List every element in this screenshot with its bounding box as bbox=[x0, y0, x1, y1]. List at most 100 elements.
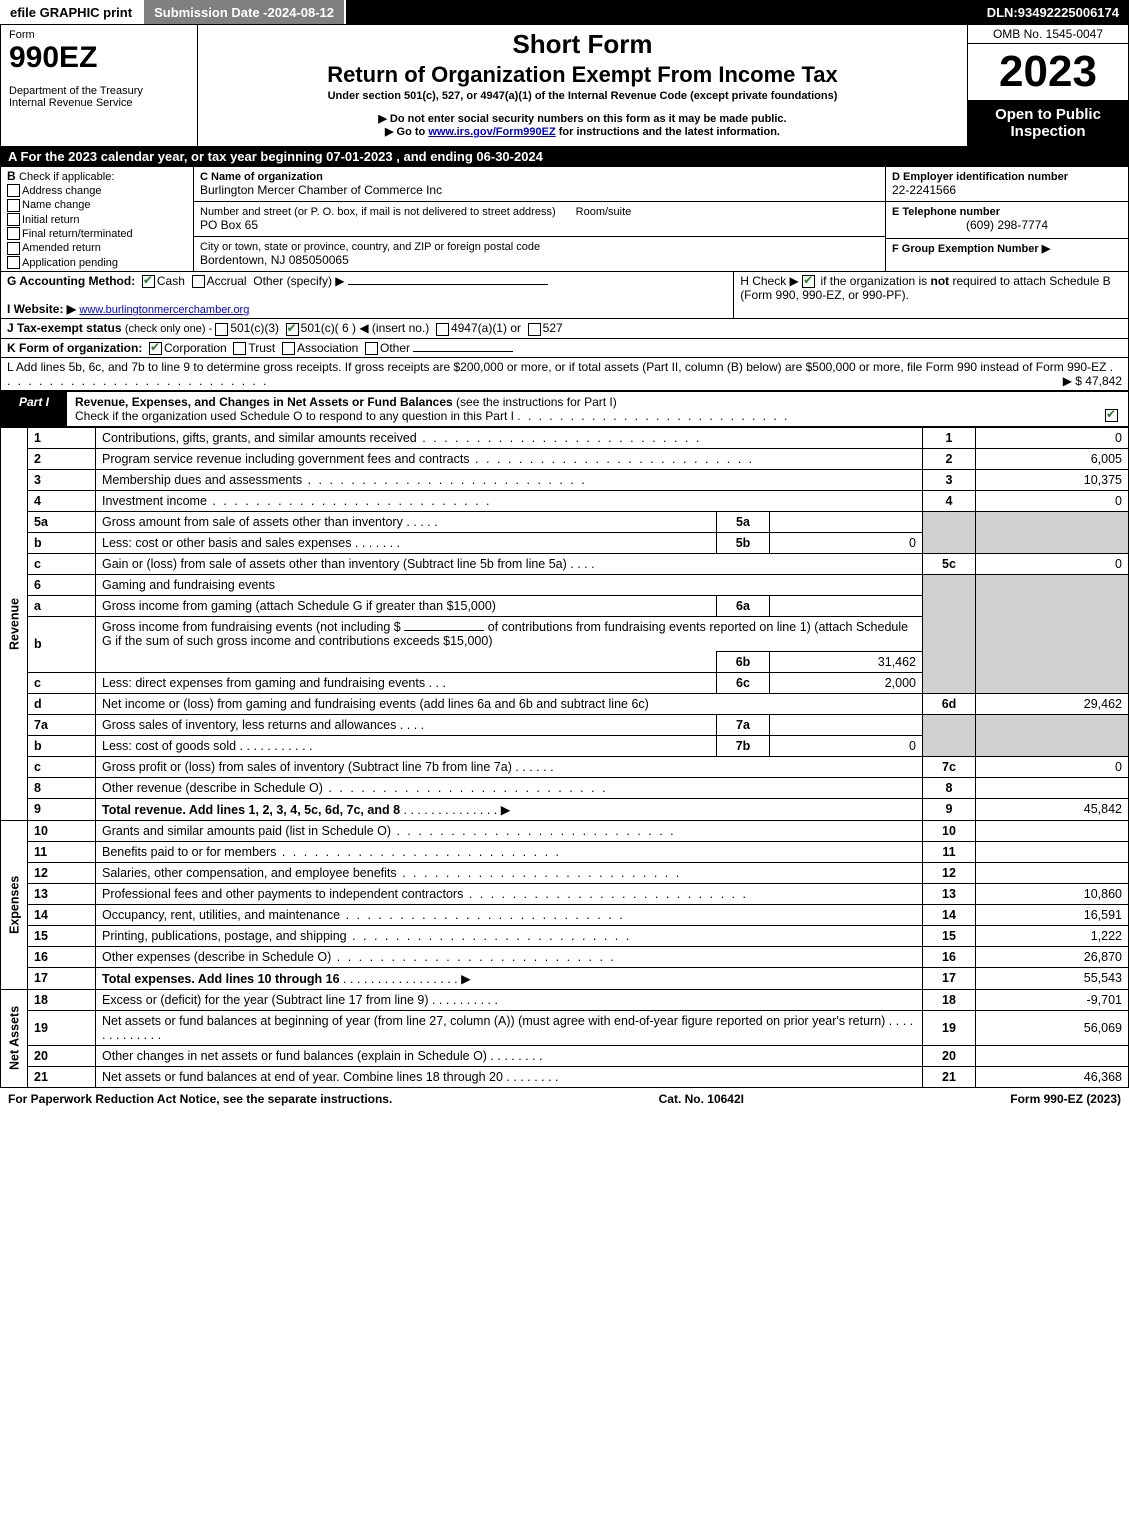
footer-form-num: 990-EZ bbox=[1044, 1092, 1083, 1106]
j-501c3-checkbox[interactable] bbox=[215, 323, 228, 336]
line3-val: 10,375 bbox=[976, 469, 1129, 490]
dln: DLN: 93492225006174 bbox=[977, 0, 1129, 24]
line7b-ln: 7b bbox=[717, 735, 770, 756]
line5a-ln: 5a bbox=[717, 511, 770, 532]
c-label: C Name of organization bbox=[200, 171, 323, 183]
line21-val: 46,368 bbox=[976, 1066, 1129, 1087]
line18-val: -9,701 bbox=[976, 989, 1129, 1010]
org-name: Burlington Mercer Chamber of Commerce In… bbox=[200, 183, 442, 197]
footer-left: For Paperwork Reduction Act Notice, see … bbox=[8, 1092, 392, 1106]
line6a-iv bbox=[770, 595, 923, 616]
h-mid1: if the organization is bbox=[820, 274, 930, 288]
k-trust-checkbox[interactable] bbox=[233, 342, 246, 355]
line5a-text: Gross amount from sale of assets other t… bbox=[102, 515, 403, 529]
other-label: Other (specify) ▶ bbox=[253, 274, 344, 288]
footer-catno: Cat. No. 10642I bbox=[659, 1092, 744, 1106]
line7a-iv bbox=[770, 714, 923, 735]
k-assoc-checkbox[interactable] bbox=[282, 342, 295, 355]
line6c-text: Less: direct expenses from gaming and fu… bbox=[102, 676, 425, 690]
line14-val: 16,591 bbox=[976, 904, 1129, 925]
line6d-val: 29,462 bbox=[976, 693, 1129, 714]
lines-table: Revenue 1Contributions, gifts, grants, a… bbox=[0, 427, 1129, 1088]
part1-label: Part I bbox=[1, 392, 67, 426]
line17-text: Total expenses. Add lines 10 through 16 bbox=[102, 972, 340, 986]
gh-table: G Accounting Method: Cash Accrual Other … bbox=[0, 272, 1129, 319]
j-o2: 501(c)( 6 ) ◀ (insert no.) bbox=[301, 321, 430, 335]
line13-text: Professional fees and other payments to … bbox=[102, 887, 463, 901]
j-o1: 501(c)(3) bbox=[230, 321, 279, 335]
line7c-val: 0 bbox=[976, 756, 1129, 777]
final-return-checkbox[interactable] bbox=[7, 227, 20, 240]
omb-number: OMB No. 1545-0047 bbox=[968, 25, 1128, 44]
goto-post: for instructions and the latest informat… bbox=[559, 126, 780, 138]
line5c-text: Gain or (loss) from sale of assets other… bbox=[102, 557, 567, 571]
amended-return-checkbox[interactable] bbox=[7, 242, 20, 255]
line9-num: 9 bbox=[923, 798, 976, 820]
room-label: Room/suite bbox=[576, 206, 632, 218]
line6b-iv: 31,462 bbox=[770, 651, 923, 672]
line17-val: 55,543 bbox=[976, 967, 1129, 989]
j-4947-checkbox[interactable] bbox=[436, 323, 449, 336]
dept: Department of the Treasury bbox=[9, 85, 189, 97]
sub-date-value: 2024-08-12 bbox=[268, 5, 335, 20]
line12-text: Salaries, other compensation, and employ… bbox=[102, 866, 397, 880]
app-pending-checkbox[interactable] bbox=[7, 256, 20, 269]
line7b-text: Less: cost of goods sold bbox=[102, 739, 236, 753]
line20-text: Other changes in net assets or fund bala… bbox=[102, 1049, 487, 1063]
part1-check-line: Check if the organization used Schedule … bbox=[75, 409, 514, 423]
line6b-pre: Gross income from fundraising events (no… bbox=[102, 620, 404, 634]
org-info-table: B Check if applicable: Address change Na… bbox=[0, 166, 1129, 272]
line7c-num: 7c bbox=[923, 756, 976, 777]
j-o3: 4947(a)(1) or bbox=[451, 321, 521, 335]
revenue-vert-label: Revenue bbox=[1, 427, 28, 820]
line9-val: 45,842 bbox=[976, 798, 1129, 820]
goto-pre: ▶ Go to bbox=[385, 126, 428, 138]
name-change-checkbox[interactable] bbox=[7, 199, 20, 212]
efile-label[interactable]: efile GRAPHIC print bbox=[0, 0, 144, 24]
line6c-ln: 6c bbox=[717, 672, 770, 693]
footer-right: Form 990-EZ (2023) bbox=[1010, 1092, 1121, 1106]
g-label: G Accounting Method: bbox=[7, 274, 135, 288]
line10-text: Grants and similar amounts paid (list in… bbox=[102, 824, 391, 838]
street-value: PO Box 65 bbox=[200, 218, 258, 232]
line6a-ln: 6a bbox=[717, 595, 770, 616]
k-o3: Association bbox=[297, 341, 358, 355]
line2-val: 6,005 bbox=[976, 448, 1129, 469]
name-change: Name change bbox=[22, 199, 91, 211]
line6b-ln: 6b bbox=[717, 651, 770, 672]
k-o2: Trust bbox=[248, 341, 275, 355]
line16-text: Other expenses (describe in Schedule O) bbox=[102, 950, 331, 964]
part1-title: Revenue, Expenses, and Changes in Net As… bbox=[75, 395, 453, 409]
section-a: A For the 2023 calendar year, or tax yea… bbox=[0, 147, 1129, 166]
line15-val: 1,222 bbox=[976, 925, 1129, 946]
cash-checkbox[interactable] bbox=[142, 275, 155, 288]
line21-text: Net assets or fund balances at end of ye… bbox=[102, 1070, 503, 1084]
addr-change-checkbox[interactable] bbox=[7, 184, 20, 197]
j-527-checkbox[interactable] bbox=[528, 323, 541, 336]
line3-num: 3 bbox=[923, 469, 976, 490]
sub-date-label: Submission Date - bbox=[154, 5, 267, 20]
accrual-label: Accrual bbox=[207, 274, 247, 288]
line8-val bbox=[976, 777, 1129, 798]
under-section: Under section 501(c), 527, or 4947(a)(1)… bbox=[206, 90, 959, 102]
h-checkbox[interactable] bbox=[802, 275, 815, 288]
k-corp-checkbox[interactable] bbox=[149, 342, 162, 355]
line6c-iv: 2,000 bbox=[770, 672, 923, 693]
line4-num: 4 bbox=[923, 490, 976, 511]
line13-val: 10,860 bbox=[976, 883, 1129, 904]
k-label: K Form of organization: bbox=[7, 341, 142, 355]
line16-val: 26,870 bbox=[976, 946, 1129, 967]
k-other-checkbox[interactable] bbox=[365, 342, 378, 355]
goto-line: ▶ Go to www.irs.gov/Form990EZ for instru… bbox=[206, 125, 959, 138]
short-form-title: Short Form bbox=[206, 29, 959, 60]
initial-return-checkbox[interactable] bbox=[7, 213, 20, 226]
website-link[interactable]: www.burlingtonmercerchamber.org bbox=[79, 304, 249, 316]
part1-schedule-o-checkbox[interactable] bbox=[1105, 409, 1118, 422]
line20-val bbox=[976, 1045, 1129, 1066]
line13-num: 13 bbox=[923, 883, 976, 904]
accrual-checkbox[interactable] bbox=[192, 275, 205, 288]
line7b-iv: 0 bbox=[770, 735, 923, 756]
line8-num: 8 bbox=[923, 777, 976, 798]
j-501c-checkbox[interactable] bbox=[286, 323, 299, 336]
irs-link[interactable]: www.irs.gov/Form990EZ bbox=[428, 126, 555, 138]
